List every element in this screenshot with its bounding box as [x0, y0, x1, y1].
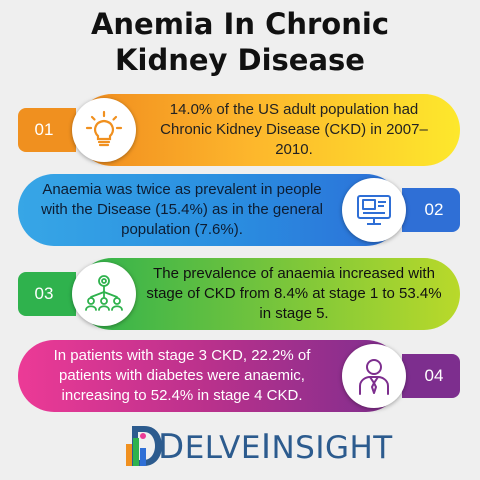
fact-text: Anaemia was twice as prevalent in people… — [41, 181, 323, 238]
fact-bar — [18, 174, 402, 246]
fact-text: 14.0% of the US adult population had Chr… — [160, 101, 428, 158]
icon-circle — [72, 262, 136, 326]
logo-part-1: ELVE — [184, 430, 261, 466]
fact-text: The prevalence of anaemia increased with… — [146, 265, 442, 322]
number-tab: 02 — [402, 188, 460, 232]
fact-bar — [18, 340, 402, 412]
number-tab: 04 — [402, 354, 460, 398]
businessman-icon — [359, 359, 389, 395]
fact-bar — [76, 258, 460, 330]
logo-letter-d: D — [158, 427, 185, 467]
icon-circle — [342, 344, 406, 408]
network-people-icon — [85, 275, 123, 311]
logo-mark-icon — [126, 426, 162, 466]
fact-number: 04 — [424, 366, 444, 385]
title-line-1: Anemia In Chronic — [90, 7, 390, 41]
fact-bar — [76, 94, 460, 166]
fact-band-02: 02 Anaemia was twice as prevalent in peo… — [18, 174, 460, 246]
fact-number: 03 — [34, 284, 54, 303]
infographic-title: Anemia In Chronic Kidney Disease — [0, 6, 480, 78]
icon-circle — [72, 98, 136, 162]
fact-number: 01 — [34, 120, 54, 139]
fact-band-01: 01 14.0% of the US adult population had … — [18, 94, 460, 166]
number-tab: 03 — [18, 272, 76, 316]
fact-band-03: 03 The prevalence of anaemia increased w… — [18, 258, 460, 330]
logo-wordmark: DELVEINSIGHT — [158, 428, 393, 467]
fact-band-04: 04 In patients with stage 3 CKD, 22.2% o… — [18, 340, 460, 412]
fact-text: In patients with stage 3 CKD, 22.2% of p… — [53, 347, 311, 404]
title-line-2: Kidney Disease — [115, 43, 365, 77]
fact-number: 02 — [424, 200, 444, 219]
presentation-monitor-icon — [357, 195, 391, 225]
icon-circle — [342, 178, 406, 242]
logo-part-2: NSIGHT — [271, 430, 393, 466]
delveinsight-logo: DELVEINSIGHT — [124, 420, 392, 470]
number-tab: 01 — [18, 108, 76, 152]
lightbulb-icon — [85, 110, 123, 147]
logo-letter-i: I — [260, 427, 272, 467]
